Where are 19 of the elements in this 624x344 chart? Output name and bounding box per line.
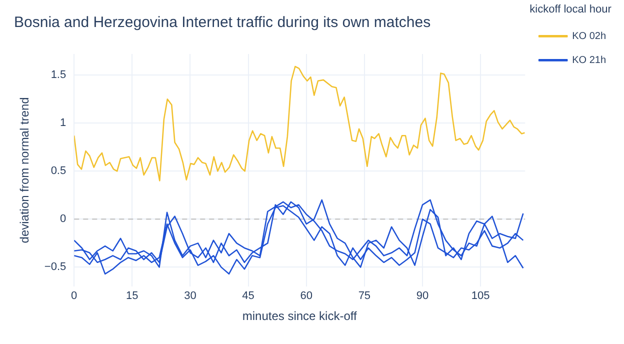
legend-label: KO 02h [572,30,606,42]
x-axis-title: minutes since kick-off [242,309,358,324]
y-tick-label: −0.5 [44,261,66,274]
x-tick-label: 0 [71,290,78,302]
x-tick-label: 90 [416,290,429,302]
y-tick-label: 1.5 [50,69,66,82]
y-tick-label: 0 [60,213,66,226]
x-tick-label: 45 [242,290,254,302]
legend-label: KO 21h [572,54,606,66]
x-tick-label: 105 [471,290,490,302]
x-tick-label: 30 [184,290,196,302]
chart-title: Bosnia and Herzegovina Internet traffic during its own matches [14,14,431,32]
x-tick-label: 15 [126,290,138,302]
y-tick-label: 0.5 [50,165,66,178]
legend-title: kickoff local hour [530,4,612,16]
x-tick-label: 60 [300,290,312,302]
x-tick-label: 75 [358,290,371,302]
y-tick-label: 1 [60,117,66,130]
y-axis-title: deviation from normal trend [18,97,32,244]
